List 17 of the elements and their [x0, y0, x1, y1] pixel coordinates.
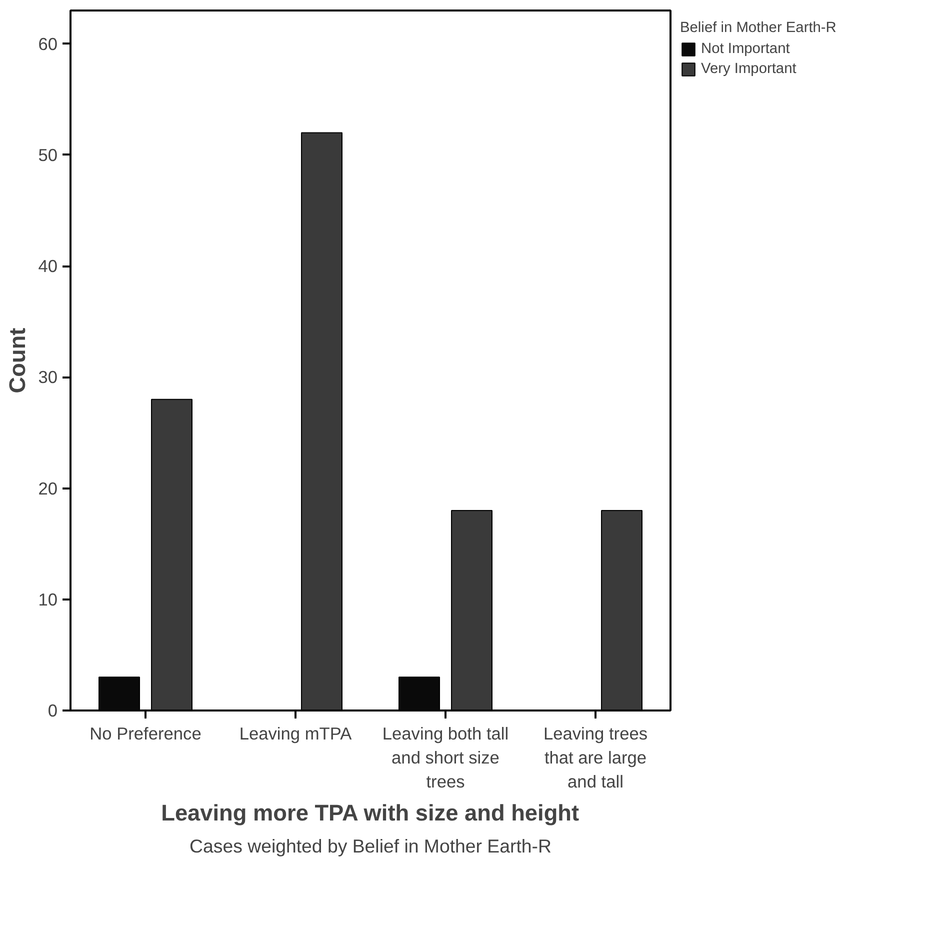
x-tick-label: No Preference [90, 724, 202, 744]
x-tick-label: Leaving trees that are large and tall [543, 724, 648, 792]
y-tick-label: 10 [38, 589, 58, 610]
x-tick-label: Leaving both tall and short size trees [382, 724, 509, 792]
legend-label: Very Important [701, 61, 796, 77]
y-tick-label: 0 [48, 700, 58, 720]
y-tick-label: 20 [38, 478, 58, 498]
legend-label: Not Important [701, 41, 790, 57]
y-tick-label: 30 [38, 367, 58, 388]
y-axis-title: Count [4, 327, 30, 394]
x-tick-label: Leaving mTPA [239, 724, 352, 744]
legend-title: Belief in Mother Earth-R [680, 20, 836, 36]
y-tick-label: 40 [38, 256, 58, 276]
text: Cases weighted by Belief in Mother Earth-R [190, 836, 552, 856]
x-axis-title: Leaving more TPA with size and height [161, 800, 580, 826]
y-tick-label: 50 [38, 144, 58, 165]
y-tick-label: 60 [38, 34, 58, 54]
